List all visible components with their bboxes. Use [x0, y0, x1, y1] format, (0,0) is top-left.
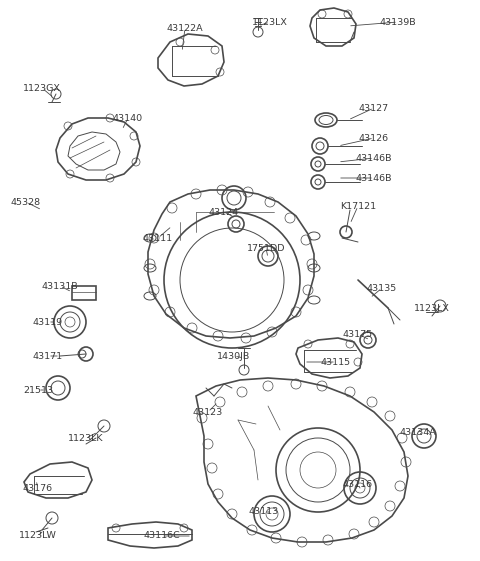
Text: 43146B: 43146B — [356, 173, 392, 182]
Text: 1751DD: 1751DD — [247, 243, 285, 252]
Text: 43126: 43126 — [359, 134, 389, 142]
Text: 21513: 21513 — [23, 385, 53, 394]
Text: 43140: 43140 — [113, 113, 143, 122]
Text: 45328: 45328 — [11, 197, 41, 206]
Text: 43146B: 43146B — [356, 154, 392, 163]
Text: 1123LK: 1123LK — [68, 434, 104, 443]
Text: 43115: 43115 — [321, 357, 351, 366]
Text: 43135: 43135 — [367, 283, 397, 292]
Text: 43116C: 43116C — [144, 531, 180, 540]
Text: 43175: 43175 — [343, 329, 373, 338]
Text: 43131B: 43131B — [42, 282, 78, 291]
Text: 43124: 43124 — [209, 208, 239, 217]
Text: K17121: K17121 — [340, 201, 376, 210]
Text: 43123: 43123 — [193, 407, 223, 416]
Text: 1123GX: 1123GX — [23, 84, 61, 93]
Text: 43176: 43176 — [23, 484, 53, 493]
Text: 43171: 43171 — [33, 352, 63, 361]
Text: 1123LX: 1123LX — [414, 304, 450, 312]
Text: 43113: 43113 — [249, 508, 279, 517]
Text: 43122A: 43122A — [167, 24, 204, 33]
Text: 1430JB: 1430JB — [217, 352, 251, 361]
Text: 43116: 43116 — [343, 480, 373, 489]
Text: 1123LW: 1123LW — [19, 531, 57, 540]
Text: 43134A: 43134A — [400, 427, 436, 436]
Text: 43119: 43119 — [33, 318, 63, 327]
Text: 43127: 43127 — [359, 103, 389, 113]
Text: 43139B: 43139B — [380, 17, 416, 26]
Text: 43111: 43111 — [143, 233, 173, 242]
Text: 1123LX: 1123LX — [252, 17, 288, 26]
